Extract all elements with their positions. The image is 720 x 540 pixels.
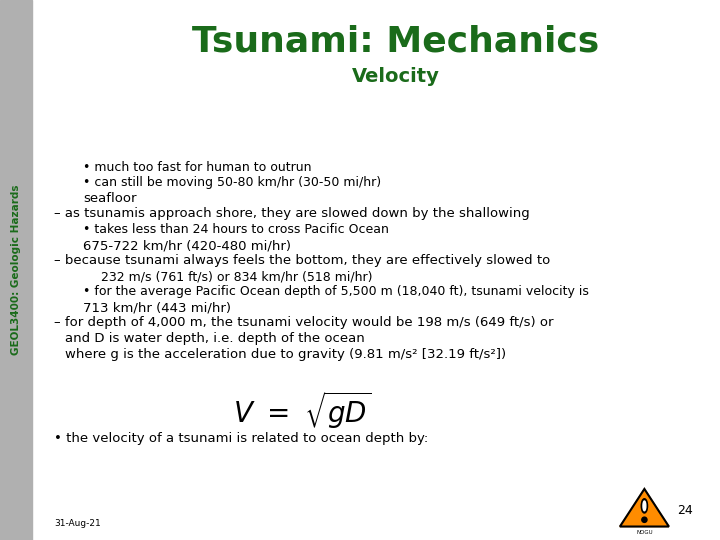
Text: 675-722 km/hr (420-480 mi/hr): 675-722 km/hr (420-480 mi/hr)	[83, 239, 291, 252]
Text: 232 m/s (761 ft/s) or 834 km/hr (518 mi/hr): 232 m/s (761 ft/s) or 834 km/hr (518 mi/…	[101, 270, 372, 283]
Text: seafloor: seafloor	[83, 192, 136, 205]
Ellipse shape	[643, 501, 646, 511]
Text: 31-Aug-21: 31-Aug-21	[54, 519, 101, 528]
Text: NOGU: NOGU	[636, 530, 653, 535]
Text: • takes less than 24 hours to cross Pacific Ocean: • takes less than 24 hours to cross Paci…	[83, 223, 389, 236]
Text: • much too fast for human to outrun: • much too fast for human to outrun	[83, 161, 311, 174]
Text: and D is water depth, i.e. depth of the ocean: and D is water depth, i.e. depth of the …	[65, 332, 364, 345]
Text: • the velocity of a tsunami is related to ocean depth by:: • the velocity of a tsunami is related t…	[54, 432, 428, 445]
Text: – as tsunamis approach shore, they are slowed down by the shallowing: – as tsunamis approach shore, they are s…	[54, 207, 530, 220]
Polygon shape	[620, 489, 669, 526]
Text: • can still be moving 50-80 km/hr (30-50 mi/hr): • can still be moving 50-80 km/hr (30-50…	[83, 176, 381, 189]
Text: Tsunami: Mechanics: Tsunami: Mechanics	[192, 24, 600, 58]
Ellipse shape	[642, 517, 647, 522]
Text: where g is the acceleration due to gravity (9.81 m/s² [32.19 ft/s²]): where g is the acceleration due to gravi…	[65, 348, 506, 361]
Text: GEOL3400: Geologic Hazards: GEOL3400: Geologic Hazards	[11, 185, 21, 355]
Text: Velocity: Velocity	[352, 68, 440, 86]
Text: – for depth of 4,000 m, the tsunami velocity would be 198 m/s (649 ft/s) or: – for depth of 4,000 m, the tsunami velo…	[54, 316, 554, 329]
Text: $V\ =\ \sqrt{gD}$: $V\ =\ \sqrt{gD}$	[233, 389, 372, 430]
Text: 713 km/hr (443 mi/hr): 713 km/hr (443 mi/hr)	[83, 301, 231, 314]
Polygon shape	[625, 494, 664, 524]
Text: 24: 24	[677, 504, 693, 517]
Ellipse shape	[642, 499, 647, 513]
Text: • for the average Pacific Ocean depth of 5,500 m (18,040 ft), tsunami velocity i: • for the average Pacific Ocean depth of…	[83, 285, 589, 298]
Text: – because tsunami always feels the bottom, they are effectively slowed to: – because tsunami always feels the botto…	[54, 254, 550, 267]
